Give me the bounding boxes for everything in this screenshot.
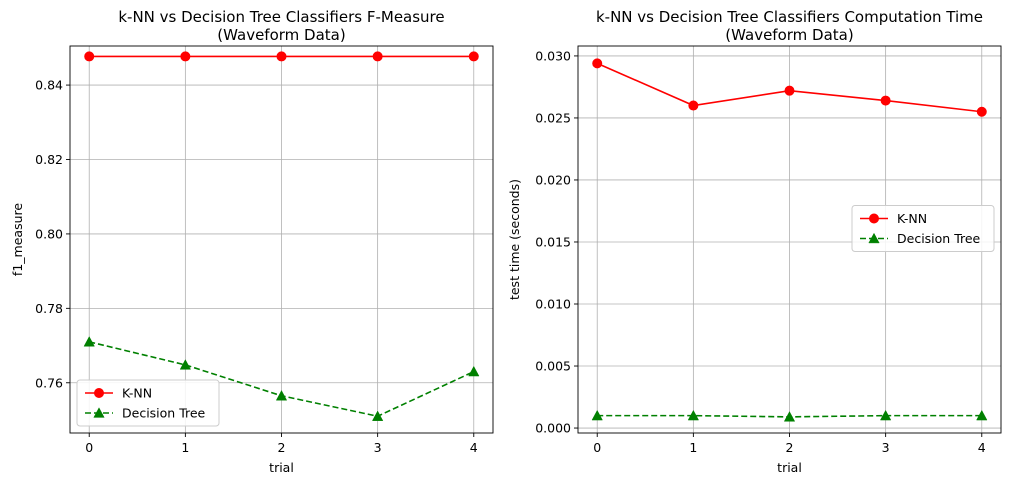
x-tick-label: 1 [181, 440, 189, 455]
legend-marker [94, 388, 104, 398]
series-knn [84, 51, 479, 62]
y-tick-label: 0.84 [35, 78, 63, 93]
data-point [976, 409, 988, 421]
data-point [592, 58, 603, 69]
legend: K-NN Decision Tree [851, 205, 995, 252]
x-axis-label: trial [777, 460, 802, 475]
data-point [276, 51, 287, 62]
x-tick-label: 4 [978, 440, 986, 455]
legend-entry: K-NN [85, 386, 152, 401]
data-point [688, 100, 699, 111]
x-tick-label: 4 [470, 440, 478, 455]
data-point [83, 336, 95, 347]
chart-subtitle: (Waveform Data) [725, 26, 853, 44]
data-point [880, 95, 891, 106]
chart-panel-1: 0 1 2 3 4 0.76 0.78 0.80 0.82 0.84 k-NN vs Decisio… [10, 8, 494, 475]
legend-entry: K-NN [860, 211, 927, 226]
y-tick-label: 0.80 [35, 226, 63, 241]
x-tick-label: 1 [689, 440, 697, 455]
y-axis-label: test time (seconds) [507, 179, 522, 300]
data-point [880, 409, 892, 421]
series-decision-tree [83, 336, 480, 421]
chart-title: k-NN vs Decision Tree Classifiers Comput… [596, 8, 983, 26]
y-tick-label: 0.78 [35, 301, 63, 316]
data-point [372, 51, 383, 62]
x-tick-label: 0 [593, 440, 601, 455]
y-tick-label: 0.025 [535, 110, 571, 125]
y-tick-label: 0.005 [535, 359, 571, 374]
data-point [84, 51, 95, 62]
data-point [372, 410, 384, 421]
x-axis-label: trial [269, 460, 294, 475]
y-axis-label: f1_measure [10, 203, 25, 276]
legend-label: Decision Tree [122, 406, 206, 421]
data-point [468, 365, 480, 377]
x-tick-label: 2 [278, 440, 286, 455]
data-point [179, 359, 191, 370]
legend-label: Decision Tree [897, 231, 981, 246]
y-tick-label: 0.030 [535, 48, 571, 63]
x-tick-label: 3 [374, 440, 382, 455]
x-tick-label: 0 [85, 440, 93, 455]
legend: K-NN Decision Tree [76, 379, 220, 427]
data-point [591, 409, 603, 421]
legend-label: K-NN [122, 386, 152, 401]
data-point [180, 51, 191, 62]
data-point [976, 106, 987, 117]
y-tick-label: 0.76 [35, 375, 63, 390]
legend-marker [93, 407, 105, 418]
y-tick-label: 0.000 [535, 421, 571, 436]
y-tick-label: 0.010 [535, 297, 571, 312]
data-point [784, 85, 795, 96]
legend-marker [869, 213, 879, 224]
series-knn [592, 58, 987, 117]
legend-marker [868, 232, 880, 244]
series-decision-tree [591, 409, 988, 422]
y-tick-label: 0.015 [535, 234, 571, 249]
legend-entry: Decision Tree [860, 231, 981, 246]
chart-title: k-NN vs Decision Tree Classifiers F-Meas… [118, 8, 444, 26]
data-point [468, 51, 479, 62]
chart-panel-2: 0 1 2 3 4 0.000 0.005 0.010 0.015 0.020 0.025 0.030… [507, 8, 1002, 475]
data-point [687, 409, 699, 421]
y-tick-label: 0.82 [35, 152, 63, 167]
x-tick-label: 2 [786, 440, 794, 455]
data-point [275, 390, 288, 401]
y-tick-label: 0.020 [535, 172, 571, 187]
x-tick-label: 3 [882, 440, 890, 455]
legend-box [851, 205, 995, 252]
legend-label: K-NN [897, 211, 927, 226]
data-point [783, 411, 796, 422]
legend-entry: Decision Tree [85, 406, 206, 421]
legend-box [76, 379, 220, 427]
chart-subtitle: (Waveform Data) [217, 26, 345, 44]
